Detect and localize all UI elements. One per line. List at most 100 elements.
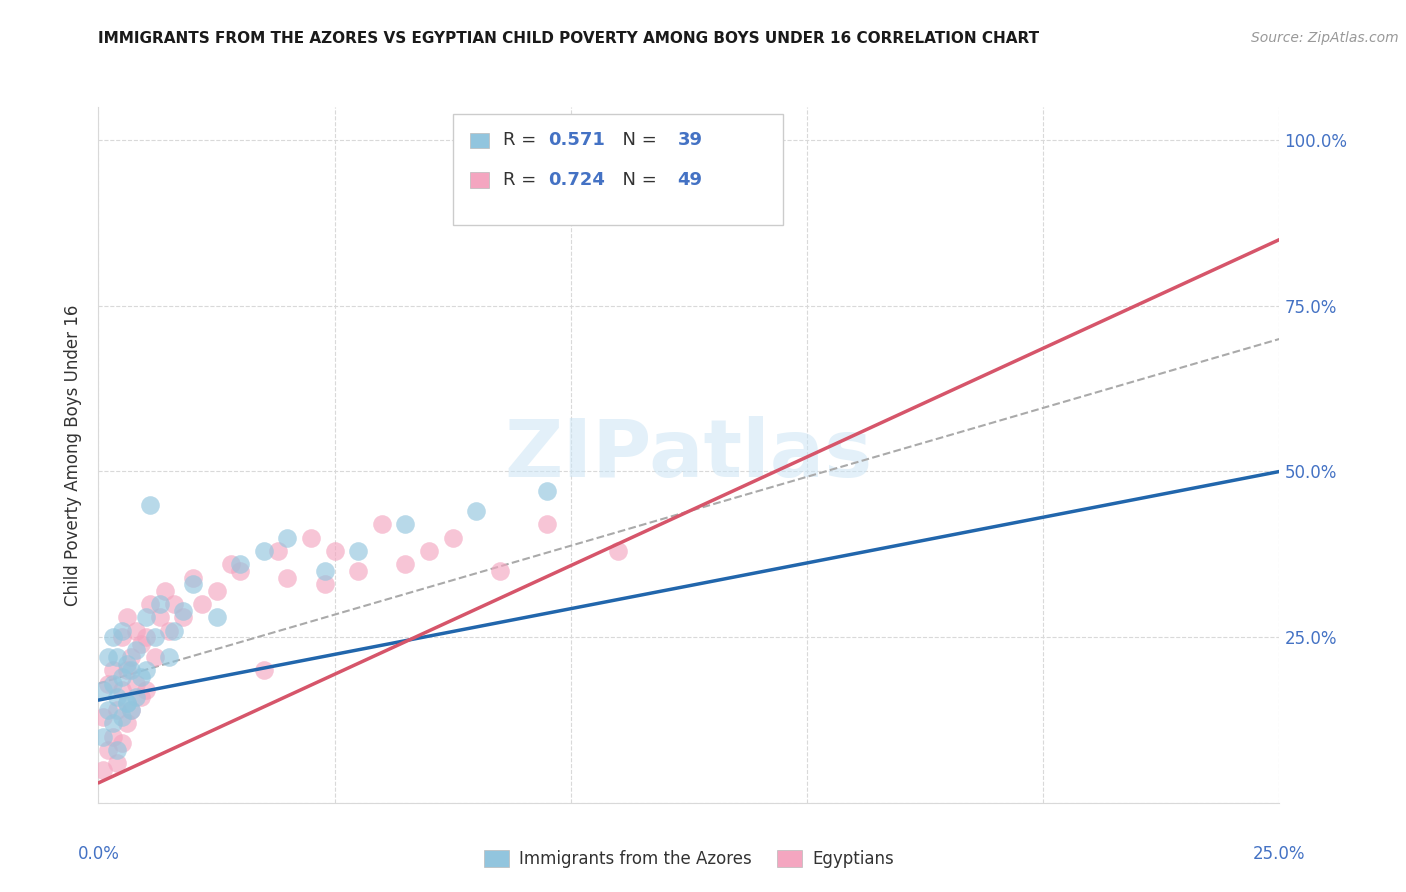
FancyBboxPatch shape bbox=[471, 133, 489, 148]
Point bbox=[125, 676, 148, 690]
Point bbox=[229, 564, 252, 578]
Point bbox=[101, 630, 124, 644]
Point bbox=[115, 610, 138, 624]
Text: R =: R = bbox=[503, 131, 541, 150]
Point bbox=[536, 484, 558, 499]
Text: IMMIGRANTS FROM THE AZORES VS EGYPTIAN CHILD POVERTY AMONG BOYS UNDER 16 CORRELA: IMMIGRANTS FROM THE AZORES VS EGYPTIAN C… bbox=[98, 31, 1039, 46]
Point bbox=[314, 577, 336, 591]
Point bbox=[97, 703, 120, 717]
Point bbox=[205, 610, 228, 624]
Point bbox=[489, 564, 512, 578]
Text: 39: 39 bbox=[678, 131, 703, 150]
Point bbox=[607, 544, 630, 558]
Text: 25.0%: 25.0% bbox=[1253, 845, 1306, 863]
Point bbox=[536, 517, 558, 532]
Text: 0.724: 0.724 bbox=[548, 171, 605, 189]
Point bbox=[143, 650, 166, 665]
Point bbox=[253, 544, 276, 558]
Point bbox=[157, 624, 180, 638]
Point bbox=[91, 763, 114, 777]
Point bbox=[394, 558, 416, 572]
Point bbox=[115, 663, 138, 677]
Point bbox=[115, 697, 138, 711]
Point bbox=[229, 558, 252, 572]
Point bbox=[267, 544, 290, 558]
Point bbox=[441, 531, 464, 545]
Point bbox=[347, 564, 370, 578]
FancyBboxPatch shape bbox=[471, 172, 489, 187]
Point bbox=[129, 670, 152, 684]
Point bbox=[172, 604, 194, 618]
Point bbox=[111, 683, 134, 698]
Point bbox=[323, 544, 346, 558]
Point bbox=[135, 610, 157, 624]
Point bbox=[371, 517, 394, 532]
Point bbox=[101, 676, 124, 690]
Point bbox=[121, 703, 143, 717]
Point bbox=[105, 650, 128, 665]
Point bbox=[111, 736, 134, 750]
Point bbox=[135, 683, 157, 698]
Point bbox=[121, 663, 143, 677]
Point bbox=[276, 531, 298, 545]
Point bbox=[101, 716, 124, 731]
Point bbox=[111, 630, 134, 644]
Point bbox=[394, 517, 416, 532]
Point bbox=[314, 564, 336, 578]
Point bbox=[163, 597, 186, 611]
Point bbox=[139, 597, 162, 611]
Point bbox=[191, 597, 214, 611]
Point bbox=[347, 544, 370, 558]
Point bbox=[97, 743, 120, 757]
Point bbox=[105, 690, 128, 704]
Point bbox=[253, 663, 276, 677]
Text: 0.571: 0.571 bbox=[548, 131, 605, 150]
Text: 0.0%: 0.0% bbox=[77, 845, 120, 863]
Point bbox=[276, 570, 298, 584]
Point bbox=[121, 650, 143, 665]
Point bbox=[91, 730, 114, 744]
Point bbox=[91, 683, 114, 698]
Legend: Immigrants from the Azores, Egyptians: Immigrants from the Azores, Egyptians bbox=[478, 843, 900, 874]
Text: R =: R = bbox=[503, 171, 541, 189]
Point bbox=[181, 570, 204, 584]
Text: N =: N = bbox=[612, 171, 664, 189]
Point bbox=[143, 630, 166, 644]
Point bbox=[153, 583, 176, 598]
Point bbox=[163, 624, 186, 638]
Point bbox=[135, 663, 157, 677]
Text: N =: N = bbox=[612, 131, 664, 150]
Point bbox=[97, 650, 120, 665]
Y-axis label: Child Poverty Among Boys Under 16: Child Poverty Among Boys Under 16 bbox=[65, 304, 83, 606]
Point bbox=[125, 624, 148, 638]
Point bbox=[97, 676, 120, 690]
Point bbox=[219, 558, 242, 572]
FancyBboxPatch shape bbox=[453, 114, 783, 226]
Point bbox=[129, 637, 152, 651]
Point bbox=[299, 531, 322, 545]
Point bbox=[149, 597, 172, 611]
Point bbox=[115, 716, 138, 731]
Point bbox=[111, 709, 134, 723]
Point bbox=[101, 730, 124, 744]
Point bbox=[181, 577, 204, 591]
Point bbox=[105, 756, 128, 770]
Point bbox=[125, 643, 148, 657]
Point bbox=[101, 663, 124, 677]
Point bbox=[149, 610, 172, 624]
Point bbox=[115, 657, 138, 671]
Text: Source: ZipAtlas.com: Source: ZipAtlas.com bbox=[1251, 31, 1399, 45]
Text: ZIPatlas: ZIPatlas bbox=[505, 416, 873, 494]
Point bbox=[465, 504, 488, 518]
Point bbox=[121, 703, 143, 717]
Point bbox=[205, 583, 228, 598]
Point bbox=[105, 743, 128, 757]
Point bbox=[115, 697, 138, 711]
Text: 49: 49 bbox=[678, 171, 703, 189]
Point bbox=[139, 498, 162, 512]
Point bbox=[157, 650, 180, 665]
Point bbox=[125, 690, 148, 704]
Point bbox=[129, 690, 152, 704]
Point bbox=[91, 709, 114, 723]
Point bbox=[105, 703, 128, 717]
